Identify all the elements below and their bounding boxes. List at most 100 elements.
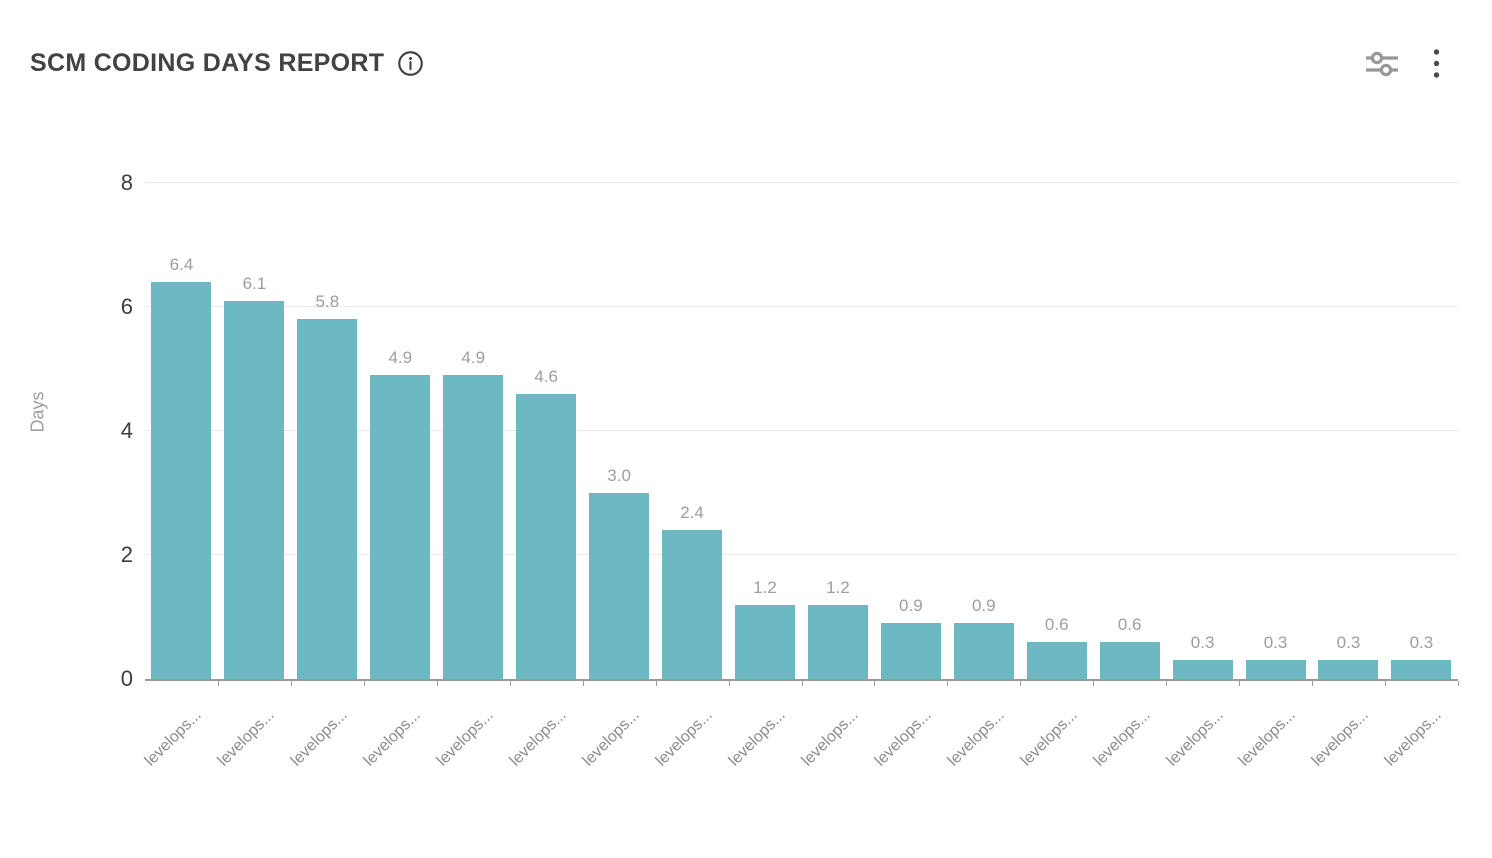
y-axis-tick-label: 4 <box>120 418 133 443</box>
x-axis-tick <box>1458 681 1459 686</box>
x-axis-tick <box>1385 681 1387 686</box>
bar-value-label: 1.2 <box>753 577 777 597</box>
bar-slot: 4.9 levelops... <box>434 183 510 770</box>
page-title: SCM CODING DAYS REPORT <box>30 49 385 77</box>
x-axis-label: levelops... <box>288 706 352 770</box>
bar-value-label: 3.0 <box>607 466 631 485</box>
x-axis-label: levelops... <box>215 706 279 770</box>
bar[interactable]: 6.1 <box>224 274 285 679</box>
bar-slot: 4.6 levelops... <box>507 183 583 770</box>
bar-value-label: 0.9 <box>971 596 996 616</box>
gridline <box>145 554 1458 555</box>
bar[interactable]: 5.8 <box>297 292 358 679</box>
x-axis-label: levelops... <box>871 706 935 770</box>
bar-slot: 1.2 levelops... <box>799 183 874 770</box>
bar-value-label: 0.6 <box>1117 614 1142 634</box>
kebab-menu-icon[interactable] <box>1433 48 1440 79</box>
x-axis-tick <box>874 681 876 686</box>
bar[interactable]: 2.4 <box>662 503 723 679</box>
bar-slot: 2.4 levelops... <box>653 183 729 770</box>
bar[interactable]: 0.6 <box>1026 615 1087 679</box>
x-axis-tick <box>436 681 438 686</box>
bar-slot: 0.3 levelops... <box>1163 183 1239 770</box>
x-axis-tick <box>1093 681 1095 686</box>
bar-value-label: 0.6 <box>1044 614 1069 634</box>
x-axis-label: levelops... <box>725 706 789 770</box>
bar-value-label: 4.6 <box>534 366 558 386</box>
x-axis-label: levelops... <box>360 706 424 770</box>
bar[interactable]: 1.2 <box>807 578 868 679</box>
x-axis-tick <box>1239 681 1241 686</box>
x-axis-label: levelops... <box>798 706 862 770</box>
x-axis-label: levelops... <box>652 706 716 770</box>
sliders-icon[interactable] <box>1365 50 1399 78</box>
x-axis-label: levelops... <box>944 706 1008 770</box>
bar-slot: 0.6 levelops... <box>1090 183 1166 770</box>
bar-value-label: 6.4 <box>169 255 194 275</box>
bar[interactable]: 0.9 <box>880 596 941 679</box>
bar-value-label: 4.9 <box>388 348 413 368</box>
bar-value-label: 2.4 <box>680 503 704 523</box>
y-axis-tick-label: 2 <box>120 542 133 567</box>
bar[interactable]: 0.3 <box>1391 633 1452 679</box>
x-axis-label: levelops... <box>1017 706 1081 770</box>
bar-value-label: 0.3 <box>1336 633 1361 653</box>
bars-container: 6.4 levelops... 6.1 levelops... 5.8 levelops.… <box>142 183 1458 770</box>
x-axis-tick <box>509 681 511 686</box>
x-axis-label: levelops... <box>1382 706 1446 770</box>
x-axis-tick <box>947 681 949 686</box>
bar[interactable]: 4.9 <box>370 348 431 679</box>
bar[interactable]: 4.9 <box>443 348 504 679</box>
bar-value-label: 6.1 <box>242 273 267 293</box>
title-row: SCM CODING DAYS REPORT <box>30 49 424 78</box>
bar-slot: 0.3 levelops... <box>1309 183 1385 770</box>
info-icon[interactable] <box>397 50 424 77</box>
y-axis-tick-label: 6 <box>120 294 133 319</box>
bar[interactable]: 4.6 <box>516 367 577 679</box>
bar[interactable]: 1.2 <box>734 578 795 679</box>
bar-value-label: 1.2 <box>826 577 850 597</box>
bar[interactable]: 0.3 <box>1318 633 1379 679</box>
x-axis-tick <box>655 681 657 686</box>
x-axis-label: levelops... <box>579 706 643 770</box>
bar-slot: 0.3 levelops... <box>1382 183 1458 770</box>
bar-slot: 5.8 levelops... <box>288 183 364 770</box>
bar-slot: 3.0 levelops... <box>580 183 656 770</box>
x-axis-label: levelops... <box>433 706 497 770</box>
x-axis-label: levelops... <box>506 706 570 770</box>
bar-slot: 0.6 levelops... <box>1017 183 1093 770</box>
x-axis-tick <box>728 681 730 686</box>
x-axis-tick <box>290 681 292 686</box>
bar[interactable]: 0.9 <box>953 596 1014 679</box>
bar-slot: 0.9 levelops... <box>944 183 1020 770</box>
x-axis-label: levelops... <box>1236 706 1300 770</box>
bar-chart-plot-area: 6.4 levelops... 6.1 levelops... 5.8 levelops.… <box>121 172 1459 770</box>
gridline <box>145 430 1458 431</box>
x-axis-tick <box>1020 681 1022 686</box>
bar-value-label: 0.9 <box>899 596 923 616</box>
bar-slot: 4.9 levelops... <box>361 183 437 770</box>
bar-value-label: 0.3 <box>1190 633 1215 653</box>
bar[interactable]: 0.3 <box>1172 633 1233 679</box>
bar-slot: 0.9 levelops... <box>872 183 947 770</box>
x-axis-label: levelops... <box>1309 706 1373 770</box>
y-axis-title: Days <box>27 391 48 433</box>
header-actions <box>1365 48 1440 79</box>
widget-header: SCM CODING DAYS REPORT <box>30 48 1440 79</box>
bar-value-label: 0.3 <box>1263 633 1288 653</box>
bar-slot: 1.2 levelops... <box>726 183 802 770</box>
x-axis-tick <box>582 681 584 686</box>
bar-slot: 6.1 levelops... <box>215 183 291 770</box>
y-axis-tick-label: 8 <box>120 170 133 195</box>
bar[interactable]: 3.0 <box>589 466 650 679</box>
bar-value-label: 5.8 <box>315 292 340 312</box>
x-axis-tick <box>217 681 219 686</box>
x-axis-label: levelops... <box>1090 706 1154 770</box>
bar-value-label: 4.9 <box>461 348 486 368</box>
bar[interactable]: 0.6 <box>1099 615 1160 679</box>
x-axis-tick <box>363 681 365 686</box>
bar-slot: 6.4 levelops... <box>142 183 218 770</box>
bar[interactable]: 0.3 <box>1245 633 1306 679</box>
bar[interactable]: 6.4 <box>151 255 212 679</box>
